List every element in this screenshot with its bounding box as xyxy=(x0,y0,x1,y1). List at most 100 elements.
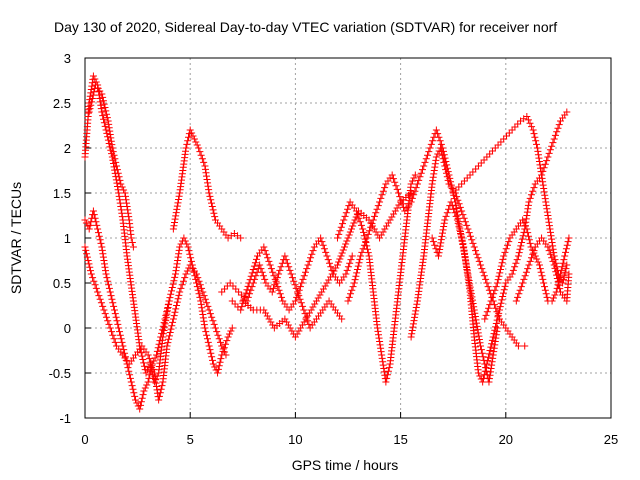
data-point xyxy=(354,262,362,270)
data-point xyxy=(533,255,541,263)
data-point xyxy=(555,281,563,289)
data-point xyxy=(118,213,126,221)
data-point xyxy=(170,222,178,230)
data-point xyxy=(189,132,197,140)
data-point xyxy=(294,290,302,298)
data-point xyxy=(179,277,187,285)
data-point xyxy=(153,351,161,359)
data-point xyxy=(133,399,141,407)
data-point xyxy=(175,246,183,254)
y-tick-label: 0.5 xyxy=(53,276,71,291)
data-point xyxy=(203,176,211,183)
data-point xyxy=(180,234,188,242)
data-point xyxy=(389,175,397,183)
data-point xyxy=(309,303,317,311)
data-point xyxy=(350,219,358,227)
data-point xyxy=(355,259,363,267)
data-point xyxy=(410,174,418,182)
data-point xyxy=(174,295,182,303)
data-point xyxy=(376,341,384,349)
data-point xyxy=(115,192,123,200)
data-point xyxy=(208,199,216,207)
data-point xyxy=(550,249,558,257)
data-point xyxy=(148,360,156,368)
data-point xyxy=(97,105,105,113)
data-point xyxy=(204,182,212,190)
data-point xyxy=(493,279,501,287)
data-point xyxy=(100,260,108,268)
data-point xyxy=(532,137,540,145)
data-point xyxy=(336,255,344,263)
data-point xyxy=(299,275,307,283)
data-point xyxy=(155,396,163,404)
data-point xyxy=(103,114,111,122)
x-tick-label: 10 xyxy=(288,432,302,447)
data-point xyxy=(381,184,389,192)
y-tick-label: 2 xyxy=(64,141,71,156)
data-point xyxy=(500,286,508,294)
data-point xyxy=(307,254,315,262)
data-point xyxy=(343,237,351,245)
data-point xyxy=(362,238,370,246)
data-point xyxy=(527,191,535,199)
data-point xyxy=(168,284,176,291)
data-point xyxy=(413,180,421,188)
data-point xyxy=(373,205,381,213)
data-point xyxy=(411,310,419,318)
y-tick-label: 1.5 xyxy=(53,186,71,201)
data-point xyxy=(183,140,191,148)
data-point xyxy=(264,254,272,262)
data-point xyxy=(214,369,222,377)
data-point xyxy=(106,127,114,135)
data-point xyxy=(145,374,153,382)
data-point xyxy=(140,362,148,370)
data-point xyxy=(144,378,152,386)
data-point xyxy=(521,272,529,280)
data-point xyxy=(338,315,346,323)
data-point xyxy=(162,311,170,319)
data-point xyxy=(431,241,439,249)
data-point xyxy=(380,365,388,372)
data-point xyxy=(206,192,214,200)
data-point xyxy=(416,173,424,181)
data-point xyxy=(170,277,178,285)
data-point xyxy=(203,299,211,307)
data-point xyxy=(110,302,118,310)
data-point xyxy=(152,379,160,387)
data-point xyxy=(377,231,385,239)
data-point xyxy=(390,210,398,218)
data-point xyxy=(88,98,96,106)
data-point xyxy=(320,245,328,253)
data-point xyxy=(490,290,498,298)
data-point xyxy=(221,348,229,356)
data-point xyxy=(98,243,106,251)
data-point xyxy=(464,225,472,233)
data-point xyxy=(350,279,358,287)
data-point xyxy=(168,322,176,330)
data-point xyxy=(202,328,210,336)
data-point xyxy=(151,376,159,384)
data-point xyxy=(443,173,451,181)
data-point xyxy=(452,212,460,220)
data-point xyxy=(108,144,116,152)
data-point xyxy=(359,225,367,233)
data-point xyxy=(219,345,227,353)
data-point xyxy=(432,126,440,134)
data-point xyxy=(368,220,376,228)
data-point xyxy=(555,121,563,129)
data-point xyxy=(322,248,330,256)
data-point xyxy=(276,266,284,274)
data-point xyxy=(169,225,177,233)
data-point xyxy=(259,272,267,280)
data-point xyxy=(123,203,131,210)
data-point xyxy=(530,184,538,192)
data-point xyxy=(82,219,90,227)
data-point xyxy=(525,236,533,244)
data-point xyxy=(539,181,547,189)
data-point xyxy=(379,361,387,369)
data-point xyxy=(92,218,100,226)
data-point xyxy=(527,254,535,262)
data-point xyxy=(543,293,551,301)
data-point xyxy=(96,236,104,244)
data-point xyxy=(488,336,496,344)
